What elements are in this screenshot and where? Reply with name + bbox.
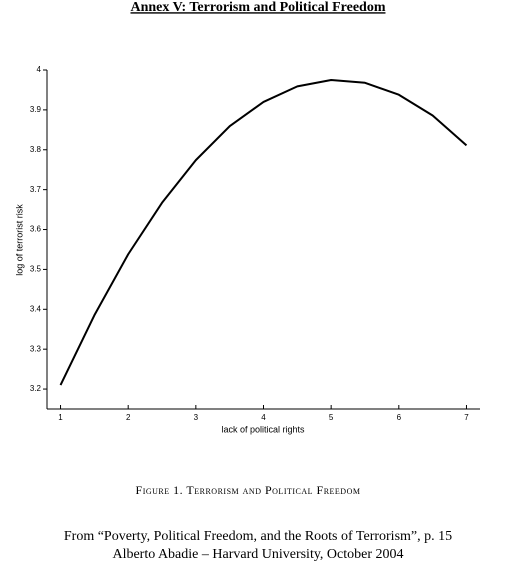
x-axis-label: lack of political rights [221,424,305,434]
x-tick-label: 1 [58,413,63,422]
y-tick-label: 3.7 [30,185,42,194]
x-tick-label: 6 [397,413,402,422]
y-tick-label: 3.9 [30,105,42,114]
x-tick-label: 4 [261,413,266,422]
x-tick-label: 2 [126,413,131,422]
data-line [59,78,468,386]
x-tick-label: 3 [194,413,199,422]
source-line: From “Poverty, Political Freedom, and th… [64,529,452,544]
y-tick-label: 3.4 [30,304,42,313]
y-tick-label: 3.6 [30,225,42,234]
y-tick-label: 3.2 [30,384,42,393]
x-tick-label: 5 [329,413,334,422]
x-tick-label: 7 [464,413,469,422]
chart-title: Annex V: Terrorism and Political Freedom [131,0,386,15]
y-tick-label: 3.3 [30,344,42,353]
y-axis-label: log of terrorist risk [14,204,24,276]
figure-caption: Figure 1. Terrorism and Political Freedo… [136,483,361,497]
source-line: Alberto Abadie – Harvard University, Oct… [112,547,403,562]
y-tick-label: 4 [37,65,42,74]
y-tick-label: 3.8 [30,145,42,154]
y-tick-label: 3.5 [30,265,42,274]
